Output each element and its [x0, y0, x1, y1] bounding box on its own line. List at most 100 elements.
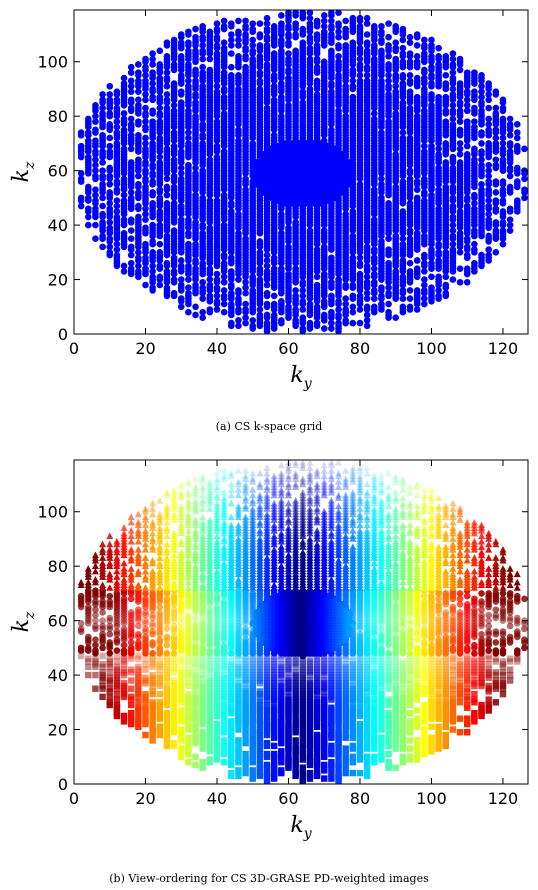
data-point	[142, 281, 149, 289]
data-point	[449, 246, 457, 253]
data-point	[199, 167, 206, 174]
data-point	[256, 311, 264, 319]
data-point	[313, 303, 321, 311]
data-point	[306, 44, 314, 52]
data-point	[135, 156, 142, 164]
data-point	[256, 20, 264, 27]
data-point	[485, 104, 492, 112]
data-point	[385, 308, 392, 316]
data-point	[278, 767, 285, 774]
data-point	[249, 317, 257, 324]
data-point	[127, 104, 135, 112]
data-point	[478, 72, 485, 79]
data-point	[456, 145, 464, 153]
data-point	[492, 134, 500, 142]
data-point	[263, 319, 271, 327]
data-point	[213, 197, 221, 204]
data-point	[106, 249, 114, 256]
data-point	[228, 750, 235, 758]
data-point	[478, 107, 485, 115]
data-point	[113, 240, 121, 248]
data-point	[106, 121, 114, 128]
data-point	[335, 107, 342, 115]
data-point	[99, 91, 106, 98]
data-point	[256, 761, 264, 769]
data-point	[149, 262, 156, 270]
data-point	[442, 72, 450, 79]
data-point	[442, 183, 450, 191]
data-point	[92, 118, 99, 125]
data-point	[99, 172, 106, 180]
data-point	[177, 175, 185, 183]
data-point	[149, 107, 156, 115]
data-point	[406, 58, 414, 66]
data-point	[106, 219, 114, 226]
data-point	[127, 77, 135, 85]
data-point	[299, 88, 307, 95]
data-point	[113, 96, 121, 104]
data-point	[270, 300, 278, 308]
data-point	[84, 194, 92, 202]
data-point	[406, 104, 414, 112]
data-point	[306, 20, 314, 27]
data-point	[235, 137, 242, 144]
data-point	[399, 295, 407, 302]
data-point	[478, 148, 485, 155]
data-point	[149, 161, 156, 169]
data-point	[349, 769, 357, 777]
data-point	[135, 101, 142, 109]
data-point	[213, 284, 221, 292]
data-point	[149, 178, 156, 185]
data-point	[220, 273, 228, 281]
data-point	[320, 12, 328, 19]
data-point	[199, 121, 206, 128]
data-point	[421, 85, 428, 93]
data-point	[99, 210, 106, 218]
data-point	[492, 156, 500, 164]
data-point	[156, 110, 164, 117]
data-point	[220, 85, 228, 93]
data-point	[413, 112, 421, 120]
data-point	[370, 186, 378, 193]
data-point	[313, 753, 321, 760]
data-point	[385, 77, 392, 85]
data-point	[270, 311, 278, 319]
data-point	[199, 259, 206, 267]
data-point	[349, 39, 357, 46]
data-point	[192, 99, 199, 106]
data-point	[149, 200, 156, 207]
data-point	[421, 268, 428, 275]
data-point	[392, 268, 400, 275]
data-point	[142, 254, 149, 262]
data-point	[235, 767, 242, 774]
data-point	[106, 110, 114, 117]
data-point	[506, 172, 514, 180]
data-point	[142, 145, 149, 153]
data-point	[99, 219, 106, 226]
data-point	[385, 118, 392, 125]
data-point	[392, 23, 400, 30]
data-point	[242, 300, 249, 308]
x-tick-label: 100	[416, 339, 447, 358]
data-point	[485, 91, 492, 98]
data-point	[363, 772, 371, 780]
data-point	[328, 47, 335, 55]
data-point	[213, 33, 221, 41]
data-point	[242, 175, 249, 183]
data-point	[135, 61, 142, 68]
data-point	[127, 121, 135, 128]
data-point	[406, 33, 414, 41]
data-point	[456, 126, 464, 134]
data-point	[235, 126, 242, 134]
data-point	[170, 268, 178, 275]
data-point	[406, 287, 414, 294]
data-point	[185, 129, 192, 136]
data-point	[199, 33, 206, 41]
data-point	[170, 227, 178, 234]
data-point	[506, 216, 514, 223]
data-point	[413, 194, 421, 202]
data-point	[428, 142, 435, 150]
data-point	[485, 172, 492, 180]
data-point	[349, 254, 357, 262]
data-point	[206, 281, 214, 289]
